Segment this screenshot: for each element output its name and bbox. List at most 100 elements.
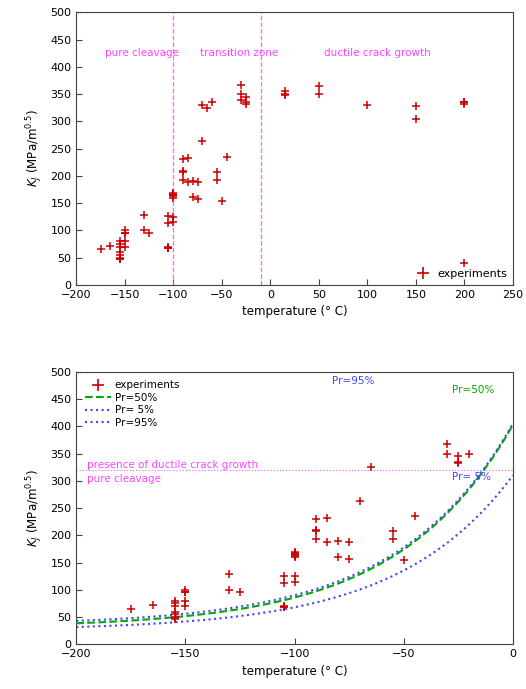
Point xyxy=(169,216,177,227)
Point xyxy=(213,174,221,185)
Point xyxy=(460,258,469,269)
Point xyxy=(363,99,371,110)
Point xyxy=(116,249,124,260)
Point xyxy=(170,609,179,620)
Point xyxy=(242,96,250,107)
Point xyxy=(237,94,246,105)
Point xyxy=(279,577,288,588)
Point xyxy=(188,176,197,187)
Point xyxy=(334,551,342,562)
Point xyxy=(164,211,173,222)
Point xyxy=(203,102,211,113)
Point xyxy=(116,241,124,252)
Point xyxy=(323,536,331,547)
Point xyxy=(237,79,246,90)
Point xyxy=(213,167,221,178)
Point xyxy=(169,190,177,201)
Point xyxy=(208,96,216,107)
Point xyxy=(148,599,157,610)
Point xyxy=(443,439,452,450)
Point xyxy=(181,584,190,595)
Text: pure cleavage: pure cleavage xyxy=(105,48,179,58)
Point xyxy=(170,598,179,609)
Point xyxy=(460,99,469,110)
Point xyxy=(454,458,462,469)
Point xyxy=(164,241,173,252)
Point xyxy=(315,81,323,92)
Point xyxy=(290,549,299,560)
Point xyxy=(179,165,187,176)
Text: Pr=50%: Pr=50% xyxy=(452,384,494,395)
Point xyxy=(116,238,124,249)
Point xyxy=(443,448,452,459)
Point xyxy=(345,536,353,547)
Point xyxy=(222,151,231,162)
Point xyxy=(454,451,462,462)
Point xyxy=(242,92,250,103)
Point xyxy=(145,227,153,238)
Point xyxy=(120,225,129,236)
Text: pure cleavage: pure cleavage xyxy=(87,474,161,484)
Point xyxy=(389,533,397,544)
Point xyxy=(169,211,177,222)
Point xyxy=(164,243,173,254)
Point xyxy=(412,101,420,112)
Point xyxy=(334,535,342,546)
Point xyxy=(164,218,173,229)
Point xyxy=(412,113,420,124)
Point xyxy=(120,241,129,252)
Point xyxy=(170,595,179,606)
Point xyxy=(169,188,177,199)
Point xyxy=(184,177,192,188)
Point xyxy=(218,196,226,207)
Point xyxy=(179,174,187,185)
Point xyxy=(116,254,124,265)
Point xyxy=(290,576,299,587)
Point xyxy=(181,587,190,598)
Point xyxy=(367,462,375,473)
Point xyxy=(169,187,177,198)
Point xyxy=(140,209,148,220)
Point xyxy=(181,587,190,598)
Point xyxy=(400,555,408,566)
Point xyxy=(120,236,129,247)
Point xyxy=(242,99,250,110)
Point xyxy=(236,587,244,598)
Point xyxy=(312,526,321,537)
Point xyxy=(460,96,469,107)
Point xyxy=(194,177,202,188)
Point xyxy=(127,604,135,615)
Point xyxy=(181,601,190,612)
Point xyxy=(312,513,321,524)
Point xyxy=(389,526,397,537)
Point xyxy=(170,613,179,624)
Point xyxy=(312,533,321,544)
Legend: experiments, Pr=50%, Pr= 5%, Pr=95%: experiments, Pr=50%, Pr= 5%, Pr=95% xyxy=(82,377,184,431)
Point xyxy=(323,513,331,524)
Point xyxy=(120,227,129,238)
Point xyxy=(194,194,202,205)
Point xyxy=(198,99,207,110)
Text: ductile crack growth: ductile crack growth xyxy=(323,48,430,58)
Point xyxy=(198,136,207,147)
Point xyxy=(290,549,299,560)
Point xyxy=(237,89,246,100)
Point xyxy=(170,611,179,622)
Point xyxy=(188,192,197,203)
Point xyxy=(179,154,187,165)
Point xyxy=(290,570,299,582)
Point xyxy=(290,551,299,562)
X-axis label: temperature (° C): temperature (° C) xyxy=(242,305,347,318)
Point xyxy=(312,525,321,536)
Legend: experiments: experiments xyxy=(412,269,507,279)
Point xyxy=(281,90,289,101)
Point xyxy=(120,227,129,238)
Point xyxy=(170,601,179,612)
Point xyxy=(290,552,299,563)
Point xyxy=(290,548,299,559)
Point xyxy=(345,553,353,564)
Point xyxy=(225,569,234,580)
Point xyxy=(96,244,105,255)
Point xyxy=(356,495,364,506)
Point xyxy=(116,253,124,264)
